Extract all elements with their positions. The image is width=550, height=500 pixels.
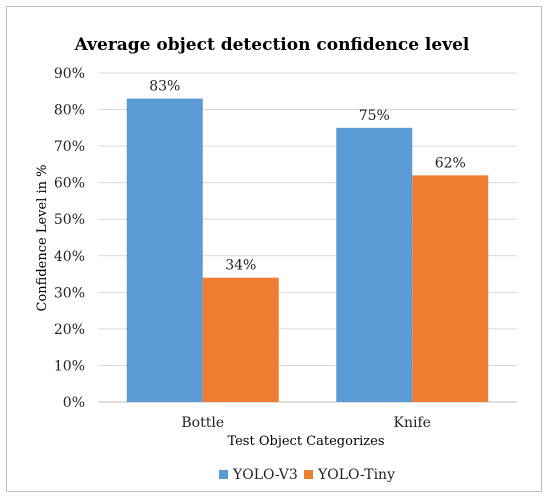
y-tick-label: 60% bbox=[54, 176, 85, 192]
x-tick-label: Bottle bbox=[181, 415, 224, 431]
data-label: 83% bbox=[149, 79, 180, 95]
y-axis-label: Confidence Level in % bbox=[35, 165, 50, 312]
legend: YOLO-V3 YOLO-Tiny bbox=[219, 467, 395, 483]
bar bbox=[336, 127, 413, 402]
data-label: 62% bbox=[435, 155, 466, 171]
bars bbox=[126, 98, 489, 402]
legend-label: YOLO-V3 bbox=[232, 467, 298, 483]
y-tick-label: 70% bbox=[54, 139, 85, 155]
y-tick-label: 30% bbox=[54, 285, 85, 301]
y-tick-label: 10% bbox=[54, 358, 85, 374]
x-tick-label: Knife bbox=[394, 415, 431, 431]
data-labels: 83% 34% 75% 62% bbox=[149, 79, 466, 274]
y-tick-label: 80% bbox=[54, 103, 85, 119]
data-label: 34% bbox=[225, 258, 256, 274]
legend-label: YOLO-Tiny bbox=[317, 467, 395, 483]
y-tick-label: 90% bbox=[54, 66, 85, 82]
legend-swatch bbox=[219, 470, 228, 479]
bar bbox=[126, 98, 203, 402]
y-tick-label: 20% bbox=[54, 322, 85, 338]
y-tick-labels: 0% 10% 20% 30% 40% 50% 60% 70% 80% 90% bbox=[54, 66, 85, 411]
chart-title: Average object detection confidence leve… bbox=[74, 35, 470, 55]
bar bbox=[412, 175, 489, 402]
x-tick-labels: Bottle Knife bbox=[181, 415, 431, 431]
bar bbox=[202, 277, 279, 402]
y-tick-label: 50% bbox=[54, 212, 85, 228]
x-axis-label: Test Object Categorizes bbox=[227, 434, 384, 449]
legend-swatch bbox=[304, 470, 313, 479]
data-label: 75% bbox=[359, 108, 390, 124]
y-tick-label: 0% bbox=[63, 395, 85, 411]
y-tick-label: 40% bbox=[54, 249, 85, 265]
